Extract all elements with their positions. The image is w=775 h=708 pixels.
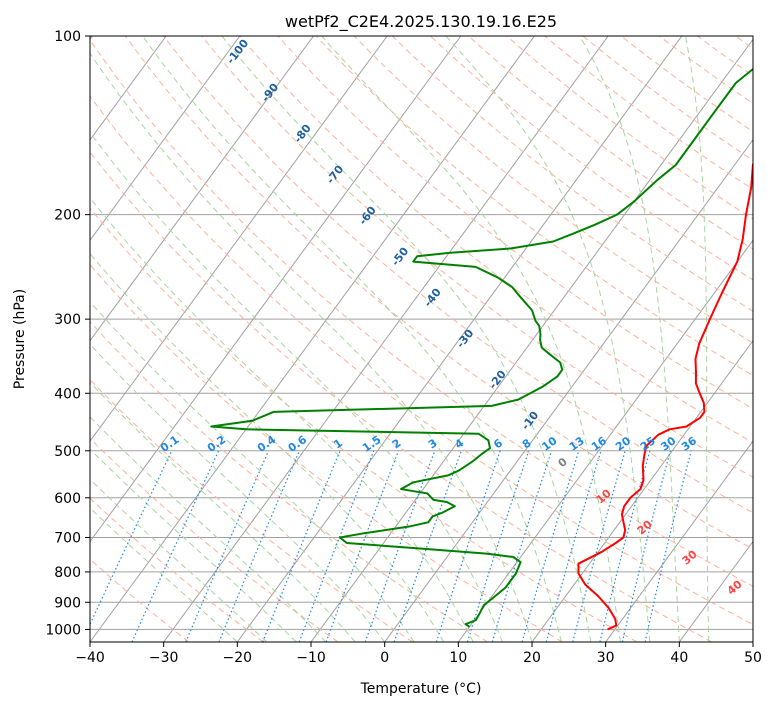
y-tick-label: 300	[54, 312, 81, 328]
dry-adiabat-line	[201, 36, 753, 478]
mixing-ratio-line	[521, 450, 580, 642]
y-tick-label: 900	[54, 595, 81, 611]
isotherm-line	[605, 440, 753, 642]
x-tick-label: 50	[744, 650, 762, 666]
dry-adiabat-line	[239, 36, 753, 444]
y-axis-label: Pressure (hPa)	[12, 289, 28, 389]
moist-adiabat-line	[90, 448, 297, 642]
moist-adiabat-line	[90, 301, 415, 642]
dry-adiabat-line	[353, 36, 753, 344]
temperature-line	[577, 161, 753, 631]
y-tick-label: 200	[54, 208, 81, 224]
moist-adiabat-line	[90, 252, 445, 642]
x-tick-label: −20	[223, 650, 253, 666]
x-tick-label: 0	[380, 650, 389, 666]
mixing-ratio-line	[491, 450, 553, 642]
y-tick-label: 700	[54, 531, 81, 547]
dry-adiabat-line	[90, 378, 414, 642]
y-tick-label: 500	[54, 444, 81, 460]
moist-adiabat-line	[321, 36, 621, 642]
y-tick-label: 800	[54, 565, 81, 581]
x-axis-label: Temperature (°C)	[360, 681, 482, 697]
y-tick-label: 100	[54, 29, 81, 45]
isotherm-line	[236, 36, 683, 642]
x-tick-label: 20	[523, 650, 541, 666]
dry-adiabat-line	[277, 36, 753, 410]
dry-adiabat-line	[90, 39, 753, 587]
moist-adiabat-line	[142, 36, 562, 642]
plot-frame	[89, 35, 754, 643]
x-tick-label: −10	[296, 650, 326, 666]
isotherm-line	[90, 36, 167, 141]
mixing-ratio-line	[644, 450, 692, 642]
mixing-ratio-line	[435, 450, 501, 642]
isotherm-line	[90, 36, 535, 642]
dry-adiabat-line	[90, 497, 264, 642]
isotherm-line	[90, 36, 241, 242]
mixing-ratio-line	[393, 450, 462, 642]
moist-adiabat-line	[445, 36, 651, 642]
dry-adiabat-line	[90, 151, 712, 642]
mixing-ratio-line	[621, 450, 671, 642]
moist-adiabat-line	[90, 131, 503, 642]
x-tick-label: 40	[670, 650, 688, 666]
moist-adiabat-line	[221, 36, 592, 642]
moist-adiabat-line	[90, 507, 238, 642]
dry-adiabat-line	[163, 36, 753, 514]
dry-adiabat-line	[90, 263, 563, 642]
x-tick-label: 30	[597, 650, 615, 666]
mixing-ratio-line	[90, 450, 173, 626]
x-tick-label: 10	[449, 650, 467, 666]
x-tick-label: −40	[75, 650, 105, 666]
dry-adiabat-line	[90, 95, 753, 626]
chart-title: wetPf2_C2E4.2025.130.19.16.E25	[285, 12, 557, 32]
dry-adiabat-line	[391, 36, 753, 312]
mixing-ratio-line	[599, 450, 651, 642]
axis-ticks: −40 −30 −20 −10 0 10 20 30 40 50 100 200 300 400 500 60…	[45, 29, 762, 666]
moist-adiabat-line	[684, 36, 710, 642]
y-tick-label: 1000	[45, 622, 81, 638]
moist-adiabat-line	[90, 197, 474, 642]
isotherm-line	[384, 138, 753, 642]
mixing-ratio-line	[466, 450, 530, 642]
mixing-ratio-line	[131, 450, 220, 642]
series-group	[210, 67, 753, 631]
moist-adiabat-line	[579, 36, 680, 642]
y-tick-label: 600	[54, 491, 81, 507]
mixing-ratio-line	[218, 450, 300, 642]
mixing-ratio-line	[572, 450, 626, 642]
moist-adiabat-line	[90, 381, 356, 642]
dry-adiabat-line	[430, 36, 753, 281]
moist-adiabat-line	[90, 343, 386, 642]
y-tick-label: 400	[54, 386, 81, 402]
dry-adiabat-line	[124, 36, 753, 550]
mixing-ratio-line	[545, 450, 602, 642]
moist-adiabat-line	[90, 52, 533, 642]
isotherm-line	[457, 239, 753, 642]
dry-adiabat-line	[468, 36, 753, 250]
x-tick-label: −30	[149, 650, 179, 666]
dewpoint-line	[210, 67, 753, 628]
isotherm-line	[531, 339, 753, 642]
moist-adiabat-line	[90, 478, 268, 642]
moist-adiabat-line	[90, 416, 327, 642]
isotherm-line	[163, 36, 609, 642]
dry-adiabat-line	[90, 207, 638, 642]
isotherm-line	[90, 36, 388, 442]
isotherm-line	[90, 36, 314, 342]
